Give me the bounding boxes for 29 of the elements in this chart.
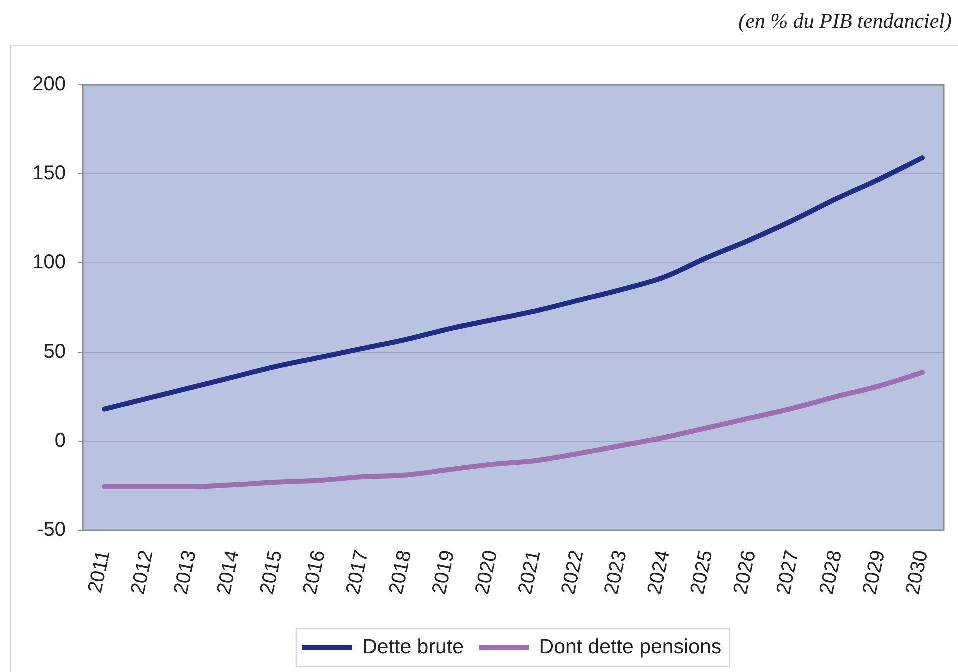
x-tick-label: 2029 <box>858 548 890 597</box>
text: (en % du PIB tendanciel) <box>738 9 952 34</box>
x-tick-label: 2022 <box>558 548 588 597</box>
x-tick-label: 2021 <box>514 548 546 597</box>
x-tick-label: 2017 <box>342 548 374 597</box>
x-tick-label: 2020 <box>471 548 502 597</box>
x-tick-label: 2026 <box>730 548 761 597</box>
x-tick-label: 2018 <box>385 548 416 597</box>
x-tick-label: 2014 <box>213 548 244 597</box>
x-tick-label: 2023 <box>600 548 632 597</box>
x-tick-label: 2028 <box>816 548 847 597</box>
y-tick-label: 200 <box>32 74 66 96</box>
x-tick-label: 2025 <box>686 548 718 597</box>
legend-label: Dont dette pensions <box>539 635 722 658</box>
y-tick-label: -50 <box>37 519 66 542</box>
legend-label: Dette brute <box>362 635 464 658</box>
y-tick-label: 150 <box>32 162 66 185</box>
x-tick-label: 2011 <box>84 548 115 596</box>
y-tick-label: 50 <box>44 340 66 363</box>
x-tick-label: 2015 <box>256 548 288 597</box>
x-tick-label: 2012 <box>127 548 158 597</box>
y-tick-label: 0 <box>54 430 66 452</box>
x-tick-label: 2027 <box>772 548 804 597</box>
x-tick-label: 2019 <box>428 548 460 597</box>
x-tick-label: 2030 <box>902 548 933 597</box>
y-tick-label: 100 <box>32 252 66 274</box>
x-tick-label: 2016 <box>299 548 330 597</box>
x-tick-label: 2013 <box>170 548 201 597</box>
x-tick-label: 2024 <box>644 548 674 597</box>
